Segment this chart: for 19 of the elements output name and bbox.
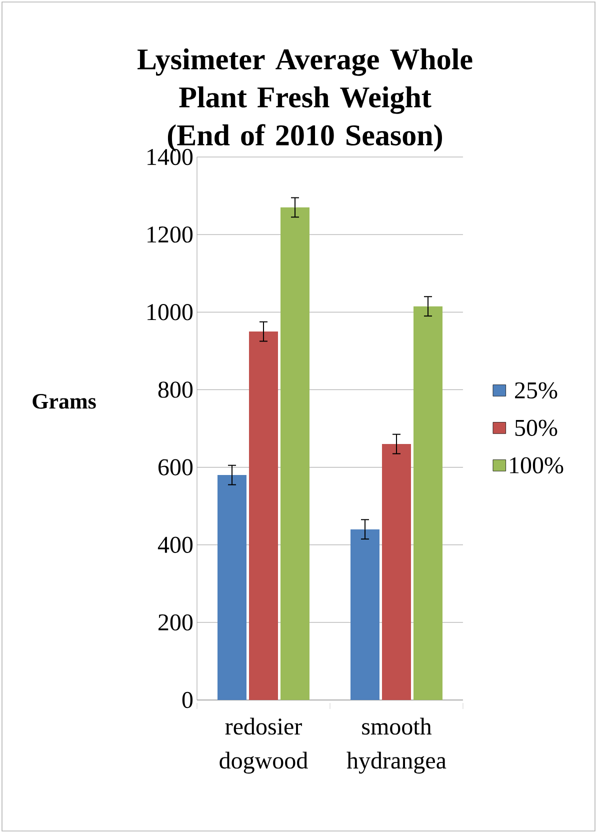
y-axis-title: Grams [32,394,96,409]
y-tick-label: 0 [182,692,193,708]
y-tick-label: 400 [158,536,193,553]
legend-label: 50% [515,420,558,436]
bar [382,444,411,700]
x-tick-label: redosier dogwood [220,718,308,774]
bar [217,475,246,700]
bar [350,529,380,700]
legend-label: 100% [510,457,564,474]
y-tick-label: 600 [158,459,193,476]
bar [248,332,278,700]
y-tick-label: 1000 [148,304,193,320]
bar [280,207,310,700]
y-tick-label: 200 [158,614,193,631]
legend-label: 25% [515,382,558,399]
y-tick-label: 800 [158,382,193,398]
x-tick-label: smooth hydrangea [346,718,446,774]
bar [413,306,442,700]
y-tick-label: 1200 [148,226,193,243]
